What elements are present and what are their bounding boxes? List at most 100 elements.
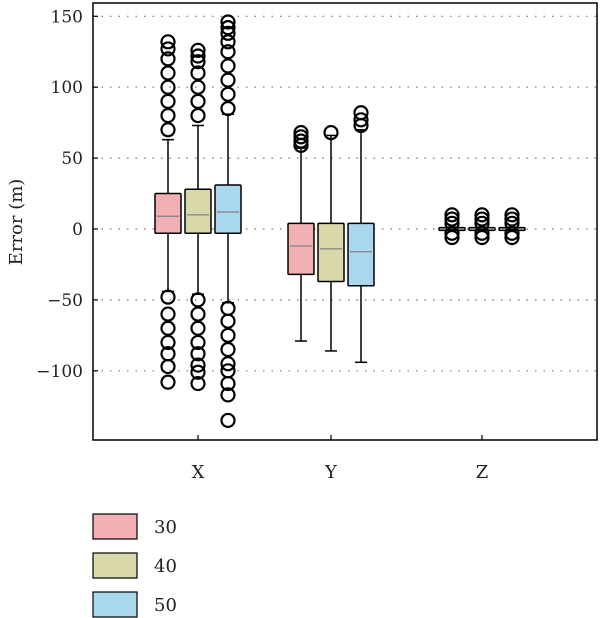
box-iqr bbox=[287, 222, 315, 276]
outlier-point bbox=[504, 211, 520, 227]
outlier-point bbox=[160, 41, 176, 57]
outlier-point bbox=[160, 334, 176, 351]
plot-frame bbox=[92, 2, 598, 441]
outlier-point bbox=[220, 14, 236, 30]
outlier-point bbox=[160, 374, 176, 390]
legend-swatch-50 bbox=[92, 591, 138, 618]
y-tick-label: −100 bbox=[36, 362, 83, 382]
outlier-point bbox=[160, 93, 176, 109]
box-series bbox=[154, 14, 526, 429]
y-tick-label: −50 bbox=[47, 291, 83, 311]
outlier-point bbox=[444, 211, 460, 227]
box-X-40 bbox=[184, 42, 212, 392]
legend: 30 40 50 bbox=[92, 513, 177, 618]
outlier-point bbox=[504, 229, 520, 246]
outlier-point bbox=[160, 79, 176, 95]
legend-swatch-30 bbox=[92, 513, 138, 540]
outlier-point bbox=[160, 358, 176, 375]
box-Z-30 bbox=[438, 207, 466, 246]
box-iqr bbox=[214, 184, 242, 235]
outlier-point bbox=[474, 225, 490, 241]
outlier-point bbox=[220, 387, 236, 403]
outlier-point bbox=[160, 51, 176, 67]
y-tick-label: 0 bbox=[72, 220, 83, 240]
outlier-point bbox=[190, 320, 206, 336]
outlier-point bbox=[474, 215, 490, 231]
outlier-point bbox=[190, 357, 206, 373]
outlier-point bbox=[474, 211, 490, 227]
legend-swatch-40 bbox=[92, 552, 138, 579]
y-tick-label: 100 bbox=[51, 78, 83, 98]
box-iqr bbox=[184, 188, 212, 235]
outlier-point bbox=[190, 79, 206, 95]
outlier-point bbox=[160, 34, 176, 50]
outlier-point bbox=[190, 54, 206, 70]
outlier-point bbox=[444, 225, 460, 241]
outlier-point bbox=[353, 105, 369, 121]
outlier-point bbox=[444, 229, 460, 246]
y-axis-label: Error (m) bbox=[6, 179, 27, 266]
outlier-point bbox=[220, 313, 236, 329]
outlier-point bbox=[220, 20, 236, 36]
outlier-point bbox=[323, 124, 339, 141]
outlier-point bbox=[160, 107, 176, 124]
outlier-point bbox=[220, 412, 236, 429]
box-iqr bbox=[154, 192, 182, 235]
outlier-point bbox=[504, 207, 520, 223]
box-Y-30 bbox=[287, 124, 315, 342]
box-X-50 bbox=[214, 14, 242, 429]
outlier-point bbox=[160, 320, 176, 336]
outlier-point bbox=[220, 34, 236, 50]
y-tick-label: 50 bbox=[61, 149, 83, 169]
outlier-point bbox=[444, 215, 460, 231]
outlier-point bbox=[220, 375, 236, 392]
outlier-point bbox=[190, 364, 206, 380]
box-iqr bbox=[317, 222, 345, 283]
outlier-point bbox=[474, 207, 490, 223]
outlier-point bbox=[160, 122, 176, 138]
outlier-point bbox=[220, 72, 236, 88]
box-Y-40 bbox=[317, 124, 345, 352]
outlier-point bbox=[220, 86, 236, 102]
y-axis-ticks: 150 100 50 0 −50 −100 bbox=[36, 7, 98, 382]
outlier-point bbox=[190, 292, 206, 308]
outlier-point bbox=[190, 42, 206, 58]
outlier-point bbox=[220, 356, 236, 372]
outlier-point bbox=[190, 107, 206, 124]
outlier-point bbox=[474, 229, 490, 246]
box-X-30 bbox=[154, 34, 182, 390]
outlier-point bbox=[293, 133, 309, 149]
outlier-point bbox=[293, 124, 309, 141]
outlier-point bbox=[220, 58, 236, 74]
legend-label-40: 40 bbox=[154, 556, 177, 577]
legend-label-50: 50 bbox=[154, 595, 177, 616]
outlier-point bbox=[190, 375, 206, 392]
outlier-point bbox=[190, 48, 206, 64]
x-category-label: X bbox=[192, 462, 205, 483]
outlier-point bbox=[504, 215, 520, 231]
x-axis-categories: X Y Z bbox=[192, 435, 488, 483]
outlier-point bbox=[220, 100, 236, 117]
outlier-point bbox=[190, 334, 206, 351]
outlier-point bbox=[190, 65, 206, 81]
y-tick-label: 150 bbox=[51, 7, 83, 27]
outlier-point bbox=[160, 289, 176, 305]
outlier-point bbox=[160, 65, 176, 81]
outlier-point bbox=[220, 44, 236, 60]
box-Z-40 bbox=[468, 207, 496, 246]
box-Z-50 bbox=[498, 207, 526, 246]
outlier-point bbox=[353, 112, 369, 128]
box-Y-50 bbox=[347, 105, 375, 364]
outlier-point bbox=[444, 207, 460, 223]
outlier-point bbox=[220, 327, 236, 343]
outlier-point bbox=[190, 93, 206, 109]
x-category-label: Y bbox=[324, 462, 338, 483]
outlier-point bbox=[160, 306, 176, 322]
box-iqr bbox=[347, 222, 375, 287]
outlier-point bbox=[190, 306, 206, 322]
outlier-point bbox=[220, 25, 236, 41]
outlier-point bbox=[220, 300, 236, 317]
legend-label-30: 30 bbox=[154, 517, 177, 538]
outlier-point bbox=[190, 346, 206, 362]
